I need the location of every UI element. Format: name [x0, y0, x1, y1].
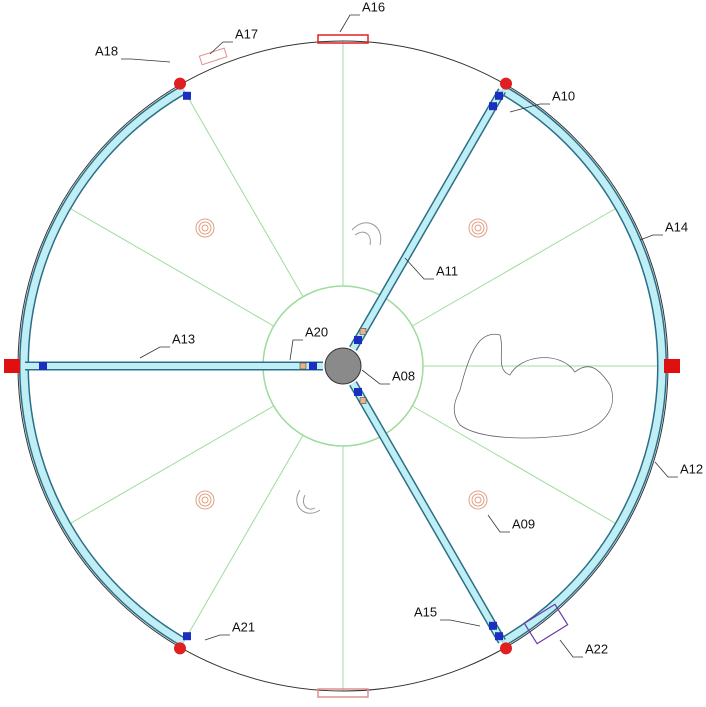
joint — [495, 91, 503, 100]
figure-outline — [453, 333, 613, 439]
spiral — [198, 221, 212, 235]
spiral — [201, 224, 209, 232]
joint — [354, 336, 362, 345]
leader-line — [654, 461, 678, 478]
radial-line — [180, 84, 304, 297]
label: A20 — [305, 324, 328, 339]
label: A11 — [436, 263, 458, 278]
label: A14 — [665, 219, 688, 234]
anchor — [500, 642, 512, 655]
label: A18 — [95, 43, 118, 58]
leader-line — [404, 257, 434, 280]
spiral — [195, 218, 215, 238]
leader-line — [339, 14, 360, 33]
label: A08 — [392, 368, 415, 383]
beam — [350, 381, 505, 643]
leader-line — [487, 514, 510, 533]
end-cap — [664, 359, 680, 373]
joint — [489, 102, 497, 111]
leader-line — [139, 346, 170, 359]
label: A12 — [680, 461, 703, 476]
spiral — [474, 224, 482, 232]
label: A15 — [414, 604, 437, 619]
spiral — [471, 221, 485, 235]
joint — [489, 621, 497, 630]
joint-plate — [299, 362, 307, 370]
hub — [324, 347, 362, 385]
label: A10 — [552, 88, 575, 103]
leader-line — [204, 634, 230, 641]
leader-line — [289, 339, 303, 361]
labels: A08 A09 A10 A11 A12 A13 A14 A15 A16 A17 A18 A20 A21 A… — [95, 0, 703, 658]
spiral — [195, 490, 215, 510]
joint — [354, 387, 362, 396]
plan-base — [4, 34, 680, 698]
label: A17 — [235, 26, 258, 41]
leader-line — [559, 639, 583, 658]
panel — [523, 603, 569, 645]
joint — [183, 632, 191, 641]
leader-line — [440, 619, 481, 627]
beam — [350, 89, 505, 351]
joint-plate — [359, 397, 367, 404]
joint-plate — [359, 328, 367, 335]
radial-line — [412, 203, 625, 327]
spiral — [474, 496, 482, 504]
leader-line — [209, 41, 233, 55]
spiral — [468, 218, 488, 238]
leader-line — [361, 369, 390, 385]
ring-beam — [500, 86, 666, 646]
joint — [309, 362, 317, 370]
curl — [351, 222, 382, 246]
spiral — [201, 496, 209, 504]
label: A21 — [232, 619, 255, 634]
leader-line — [121, 58, 171, 63]
label: A16 — [362, 0, 385, 14]
leader-line — [639, 234, 663, 241]
radial-line — [180, 435, 304, 648]
label: A22 — [585, 641, 608, 656]
anchor — [500, 77, 512, 90]
label: A13 — [172, 331, 195, 346]
leader-line — [509, 103, 550, 113]
joint — [39, 362, 47, 370]
spiral — [471, 493, 485, 507]
radial-line — [61, 405, 274, 529]
anchor — [174, 642, 186, 655]
spiral — [468, 490, 488, 510]
end-cap — [4, 359, 20, 373]
curl — [296, 489, 321, 514]
radial-line — [412, 405, 625, 529]
ring-beam — [20, 86, 186, 646]
joint — [183, 91, 191, 100]
label: A09 — [512, 516, 535, 531]
anchor — [174, 77, 186, 90]
spiral — [198, 493, 212, 507]
radial-line — [61, 203, 274, 327]
joint — [495, 632, 503, 641]
door — [317, 34, 369, 44]
door — [317, 688, 369, 698]
